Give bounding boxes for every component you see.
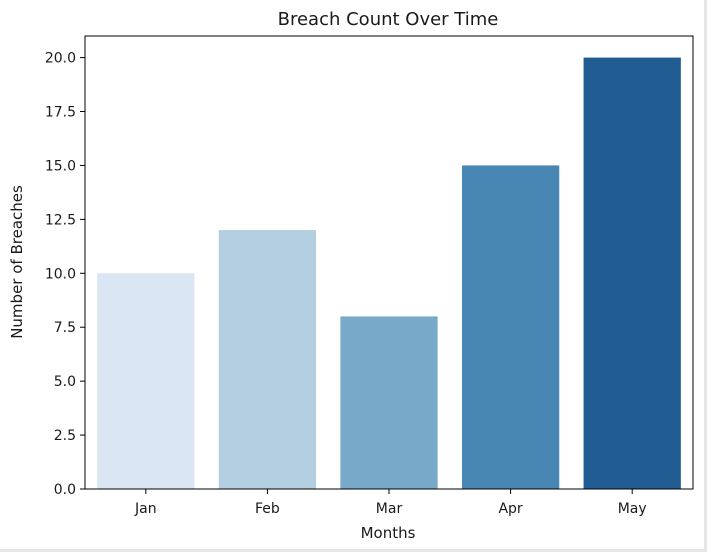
bar-mar (340, 316, 438, 489)
y-tick-label: 0.0 (54, 482, 76, 498)
y-axis-label: Number of Breaches (8, 185, 26, 339)
y-tick-label: 20.0 (45, 51, 76, 67)
y-tick-label: 15.0 (45, 158, 76, 174)
bar-jan (97, 273, 195, 489)
y-axis: 0.0 2.5 5.0 7.5 10.0 12.5 15.0 17.5 20.0 (45, 51, 85, 498)
y-tick-label: 5.0 (54, 374, 76, 390)
x-tick-label: May (618, 501, 647, 517)
bar-may (583, 57, 681, 489)
x-tick-label: Apr (498, 501, 522, 517)
x-tick-label: Feb (255, 501, 280, 517)
bar-feb (218, 230, 317, 489)
right-edge-divider (704, 0, 707, 552)
y-tick-label: 17.5 (45, 105, 76, 121)
bottom-edge-divider (0, 549, 707, 552)
x-axis-label: Months (361, 524, 416, 542)
y-tick-label: 2.5 (54, 428, 76, 444)
x-axis: Jan Feb Mar Apr May (134, 489, 647, 517)
y-tick-label: 12.5 (45, 212, 76, 228)
bar-apr (461, 165, 560, 489)
x-tick-label: Jan (134, 501, 157, 517)
y-tick-label: 10.0 (45, 266, 76, 282)
chart-title: Breach Count Over Time (278, 9, 499, 30)
bars-group (97, 57, 681, 489)
plot-frame (84, 35, 694, 490)
x-tick-label: Mar (376, 501, 403, 517)
y-tick-label: 7.5 (54, 320, 76, 336)
